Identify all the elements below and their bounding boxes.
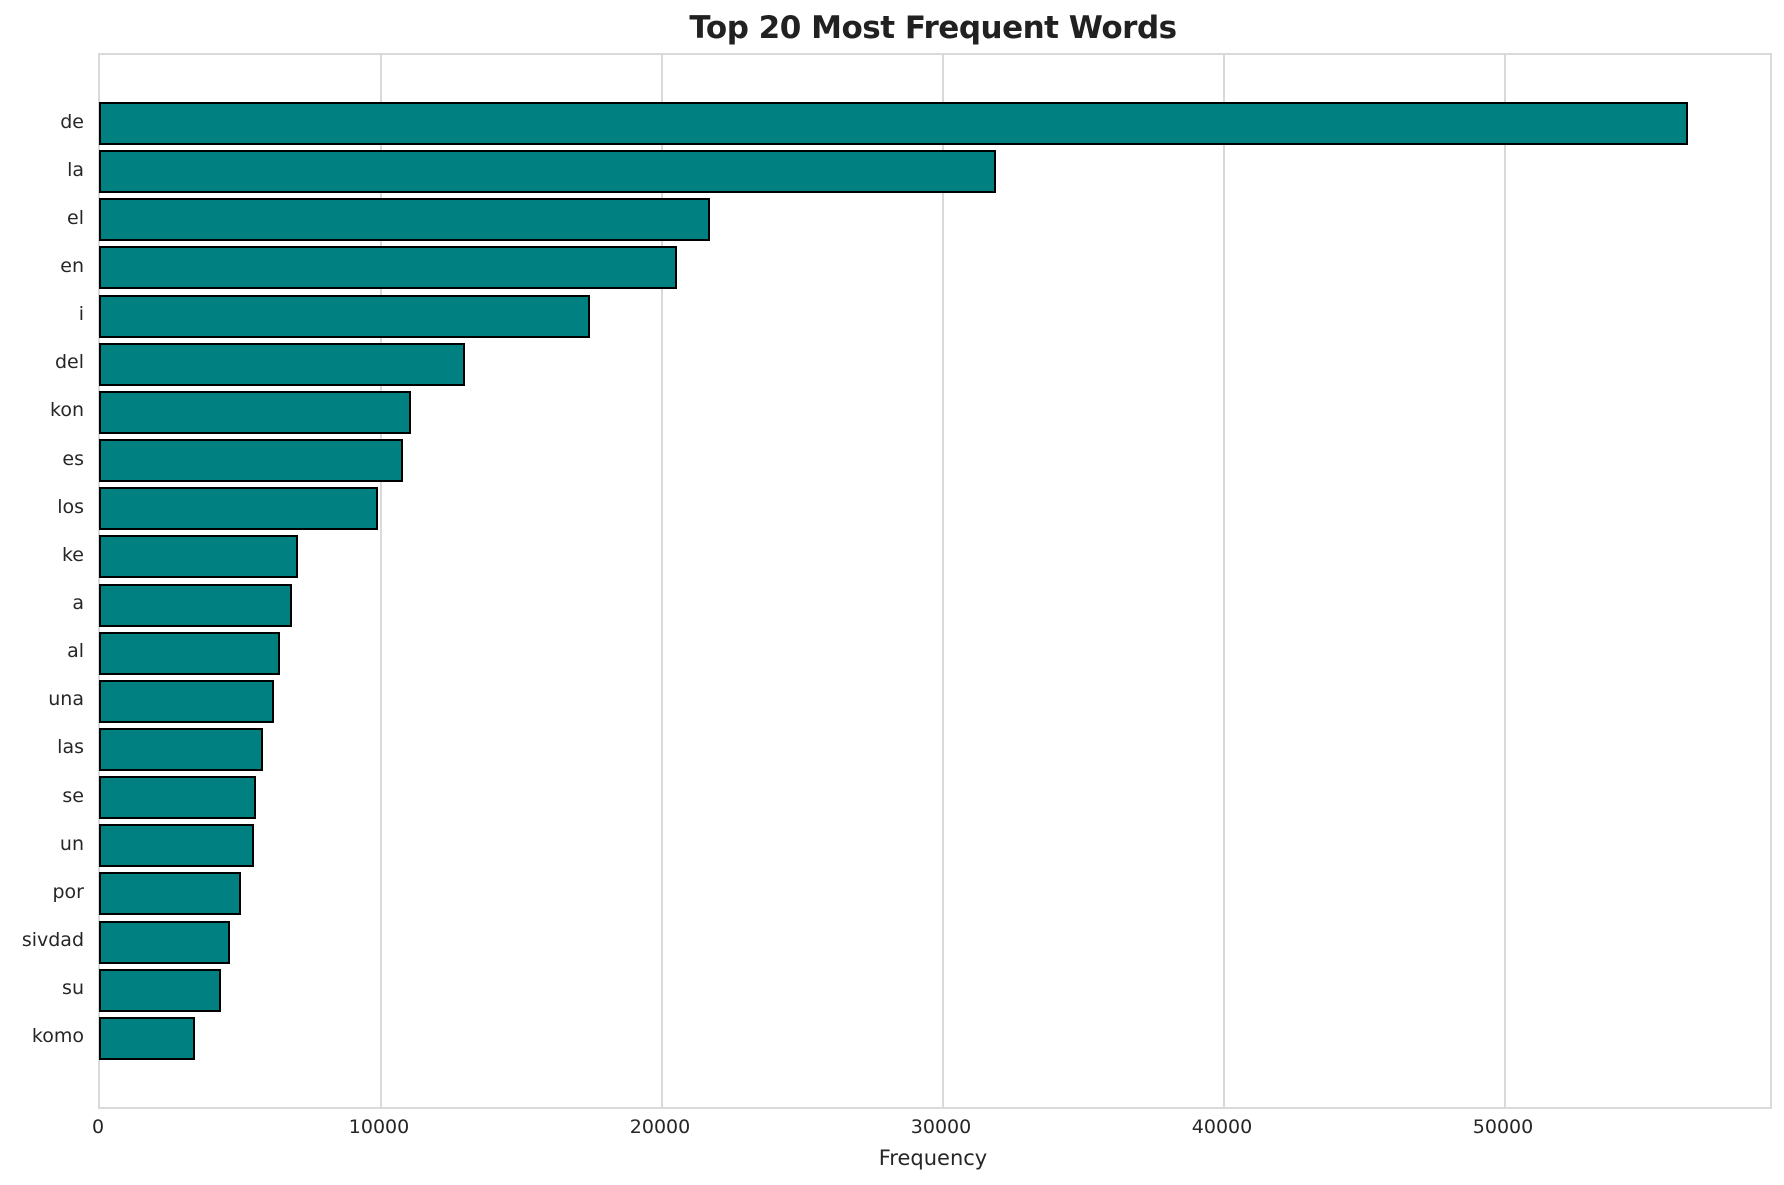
y-tick-label-por: por (52, 880, 85, 903)
bar-a (99, 583, 292, 627)
bar-las (99, 727, 263, 771)
x-tick-label-0: 0 (91, 1116, 105, 1138)
bar-es (99, 439, 404, 483)
gridline-x-30000 (942, 55, 944, 1107)
bar-los (99, 487, 379, 531)
x-tick-label-40000: 40000 (1191, 1116, 1253, 1138)
y-tick-label-la: la (67, 158, 84, 181)
y-tick-label-las: las (57, 736, 84, 759)
bar-una (99, 679, 274, 723)
y-tick-label-una: una (48, 688, 84, 711)
plot-area (98, 53, 1772, 1109)
bar-un (99, 824, 254, 868)
y-tick-label-el: el (67, 206, 84, 229)
bar-al (99, 631, 280, 675)
y-tick-label-del: del (54, 351, 84, 374)
y-tick-label-ke: ke (61, 543, 84, 566)
y-tick-label-es: es (62, 447, 84, 470)
bar-por (99, 872, 242, 916)
bar-su (99, 968, 222, 1012)
gridline-x-50000 (1504, 55, 1506, 1107)
y-tick-label-al: al (67, 640, 84, 663)
y-tick-label-a: a (72, 592, 84, 614)
gridline-x-20000 (661, 55, 663, 1107)
y-tick-label-de: de (60, 110, 84, 133)
x-tick-label-10000: 10000 (348, 1116, 410, 1138)
gridline-x-10000 (380, 55, 382, 1107)
y-tick-label-se: se (62, 784, 84, 807)
bar-sivdad (99, 920, 230, 964)
gridline-x-40000 (1223, 55, 1225, 1107)
bar-en (99, 246, 678, 290)
y-tick-label-los: los (57, 495, 84, 518)
bar-del (99, 342, 466, 386)
bar-i (99, 294, 591, 338)
bar-de (99, 102, 1688, 145)
y-tick-label-su: su (62, 977, 84, 1000)
chart-title: Top 20 Most Frequent Words (689, 10, 1177, 46)
bar-el (99, 198, 710, 242)
y-tick-label-un: un (59, 832, 84, 855)
y-tick-label-komo: komo (31, 1025, 84, 1048)
x-tick-label-30000: 30000 (910, 1116, 972, 1138)
bar-kon (99, 390, 411, 434)
x-tick-label-20000: 20000 (629, 1116, 691, 1138)
bar-ke (99, 535, 299, 579)
y-tick-label-sivdad: sivdad (21, 929, 84, 952)
bar-komo (99, 1016, 196, 1060)
x-axis-title: Frequency (878, 1146, 988, 1170)
y-tick-label-i: i (78, 303, 84, 326)
bar-la (99, 150, 997, 194)
y-tick-label-en: en (60, 254, 84, 277)
y-tick-label-kon: kon (50, 399, 84, 422)
x-tick-label-50000: 50000 (1472, 1116, 1534, 1138)
bar-se (99, 776, 256, 820)
